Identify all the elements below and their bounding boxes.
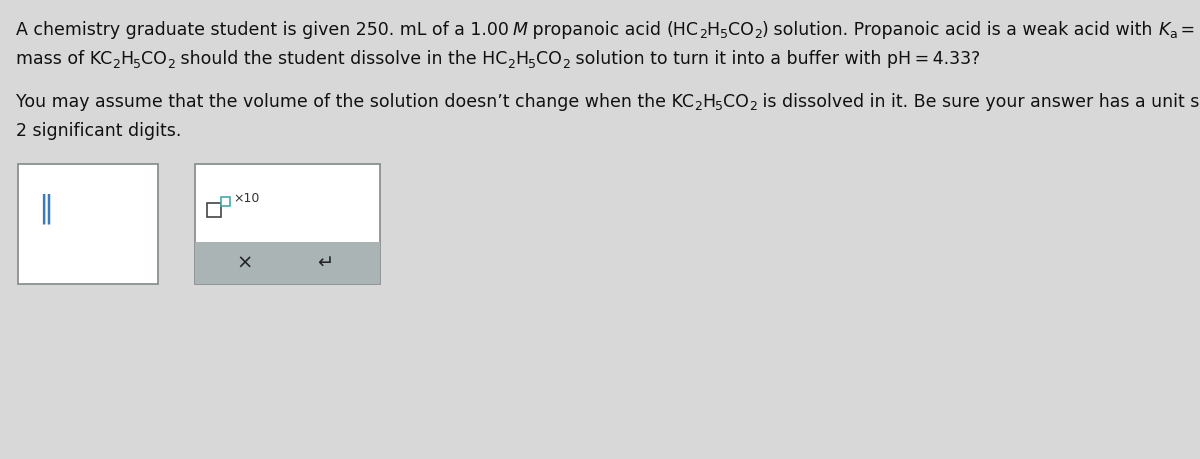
Text: should the student dissolve in the HC: should the student dissolve in the HC [175,50,508,68]
Bar [194,164,380,284]
Text: M: M [512,21,527,39]
Text: 5: 5 [715,101,722,113]
Text: CO: CO [728,21,754,39]
Text: 5: 5 [528,57,536,71]
Text: ‖: ‖ [38,194,53,224]
Text: 2 significant digits.: 2 significant digits. [16,122,181,140]
Text: H: H [515,50,528,68]
Text: CO: CO [536,50,563,68]
Text: ): ) [762,21,768,39]
Text: CO: CO [142,50,167,68]
Text: propanoic acid: propanoic acid [527,21,667,39]
Text: 2: 2 [113,57,120,71]
Text: (HC: (HC [667,21,698,39]
Text: ×10: ×10 [233,192,259,205]
Text: ↵: ↵ [317,253,334,273]
Text: You may assume that the volume of the solution doesn’t change when the KC: You may assume that the volume of the so… [16,93,694,111]
Text: 2: 2 [694,101,702,113]
Text: 2: 2 [754,28,762,41]
Text: mass of KC: mass of KC [16,50,113,68]
Text: 2: 2 [698,28,707,41]
Text: K: K [1158,21,1170,39]
Text: 5: 5 [133,57,142,71]
Text: is dissolved in it. Be sure your answer has a unit symbol, and round it to: is dissolved in it. Be sure your answer … [757,93,1200,111]
Text: 5: 5 [720,28,728,41]
Text: A chemistry graduate student is given 250. mL of a 1.00: A chemistry graduate student is given 25… [16,21,509,39]
Text: H: H [702,93,715,111]
Text: a: a [1170,28,1177,41]
Text: 2: 2 [508,57,515,71]
Bar [208,203,221,217]
Text: H: H [707,21,720,39]
Bar [221,197,230,206]
Text: H: H [120,50,133,68]
Text: solution. Propanoic acid is a weak acid with: solution. Propanoic acid is a weak acid … [768,21,1158,39]
Text: ×: × [236,253,253,273]
Text: 2: 2 [563,57,570,71]
Text: = 1.3 × 10: = 1.3 × 10 [1177,21,1200,39]
Text: CO: CO [722,93,749,111]
Text: solution to turn it into a buffer with pH = 4.33?: solution to turn it into a buffer with p… [570,50,980,68]
Bar [194,242,380,284]
Text: 2: 2 [749,101,757,113]
Text: 2: 2 [167,57,175,71]
Bar [18,164,158,284]
